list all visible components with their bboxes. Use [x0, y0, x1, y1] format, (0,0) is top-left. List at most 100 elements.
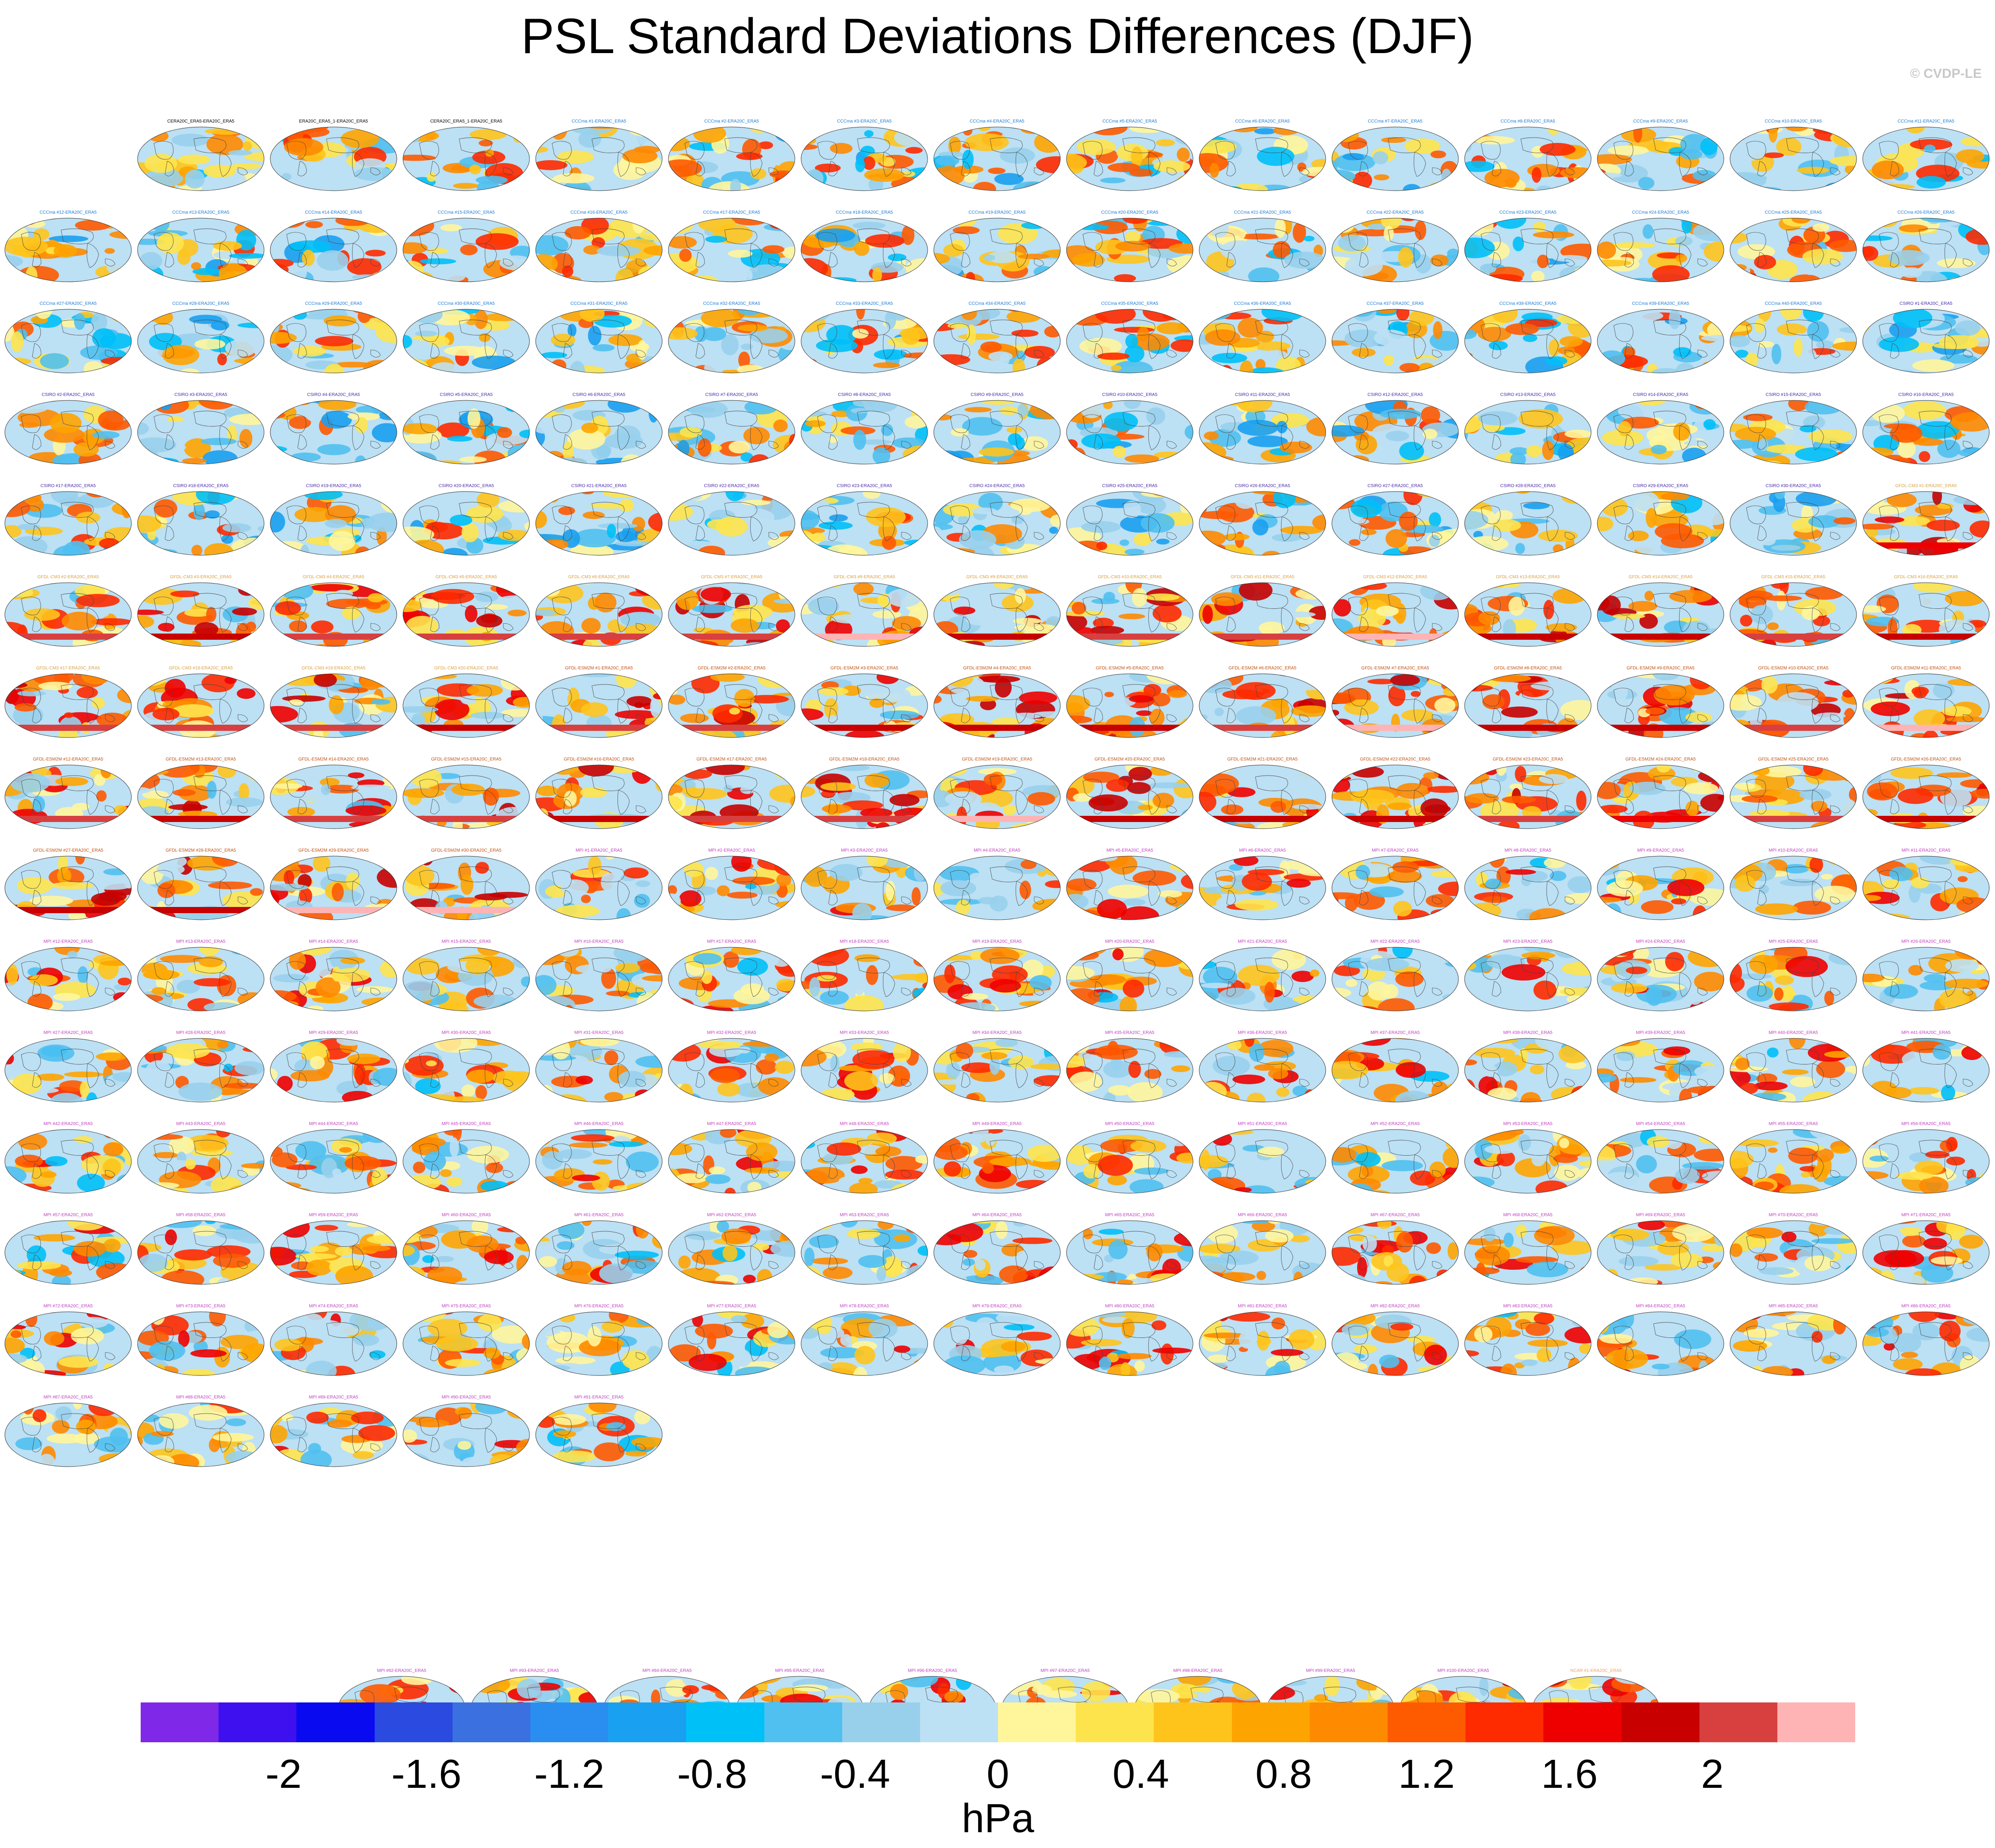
map-panel-title: GFDL-ESM2M #5-ERA20C_ERA5	[1096, 666, 1164, 671]
map-globe	[1597, 856, 1724, 920]
map-globe	[137, 947, 265, 1011]
map-panel: GFDL-ESM2M #22-ERA20C_ERA5	[1331, 757, 1460, 845]
map-panel: CCCma #11-ERA20C_ERA5	[1861, 119, 1991, 207]
map-globe	[801, 673, 928, 738]
watermark-text: © CVDP-LE	[1910, 66, 1982, 81]
map-panel: MPI #52-ERA20C_ERA5	[1331, 1121, 1460, 1210]
map-panel-title: CCCma #34-ERA20C_ERA5	[968, 301, 1026, 306]
map-panel-title: CCCma #33-ERA20C_ERA5	[836, 301, 893, 306]
colorbar-box	[998, 1702, 1076, 1742]
map-globe	[1066, 1038, 1193, 1103]
map-panel: MPI #26-ERA20C_ERA5	[1861, 939, 1991, 1027]
map-panel: GFDL-ESM2M #28-ERA20C_ERA5	[136, 848, 265, 936]
map-panel-title: CCCma #30-ERA20C_ERA5	[437, 301, 495, 306]
map-globe	[1464, 1311, 1592, 1376]
map-globe	[1862, 127, 1990, 191]
map-globe	[1331, 765, 1459, 829]
map-panel: CSIRO #25-ERA20C_ERA5	[1065, 483, 1194, 572]
map-panel-title: MPI #56-ERA20C_ERA5	[1901, 1122, 1951, 1126]
map-panel-title: CCCma #6-ERA20C_ERA5	[1235, 119, 1290, 124]
colorbar-box	[1621, 1702, 1700, 1742]
map-panel-title: CSIRO #1-ERA20C_ERA5	[1899, 301, 1953, 306]
map-panel: MPI #10-ERA20C_ERA5	[1729, 848, 1858, 936]
map-panel: MPI #78-ERA20C_ERA5	[800, 1303, 929, 1392]
map-panel: MPI #37-ERA20C_ERA5	[1331, 1030, 1460, 1118]
map-globe	[933, 218, 1061, 282]
map-panel-title: CCCma #19-ERA20C_ERA5	[968, 210, 1026, 215]
map-globe	[1862, 947, 1990, 1011]
map-globe	[535, 947, 663, 1011]
map-panel: MPI #89-ERA20C_ERA5	[269, 1395, 398, 1483]
map-panel-title: CCCma #35-ERA20C_ERA5	[1101, 301, 1159, 306]
map-panel-title: CSIRO #30-ERA20C_ERA5	[1765, 484, 1821, 488]
map-panel: GFDL-ESM2M #1-ERA20C_ERA5	[534, 665, 664, 754]
map-panel-title: CCCma #22-ERA20C_ERA5	[1366, 210, 1424, 215]
map-globe	[1199, 1220, 1326, 1285]
map-globe	[4, 947, 132, 1011]
map-panel: GFDL-ESM2M #8-ERA20C_ERA5	[1463, 665, 1592, 754]
map-panel-title: MPI #10-ERA20C_ERA5	[1769, 848, 1818, 853]
map-globe	[1597, 1311, 1724, 1376]
map-globe	[1199, 856, 1326, 920]
map-panel-title: MPI #88-ERA20C_ERA5	[176, 1395, 226, 1400]
map-panel-title: CSIRO #23-ERA20C_ERA5	[836, 484, 892, 488]
map-panel: GFDL-ESM2M #20-ERA20C_ERA5	[1065, 757, 1194, 845]
map-panel-title: CSIRO #11-ERA20C_ERA5	[1235, 392, 1290, 397]
map-panel: GFDL-ESM2M #25-ERA20C_ERA5	[1729, 757, 1858, 845]
colorbar-box	[1232, 1702, 1310, 1742]
map-panel-title: NCAR #1-ERA20C_ERA5	[1570, 1668, 1622, 1673]
map-panel-title: MPI #97-ERA20C_ERA5	[1040, 1668, 1090, 1673]
map-globe	[801, 765, 928, 829]
map-panel-title: GFDL-ESM2M #13-ERA20C_ERA5	[165, 757, 236, 762]
map-panel-title: MPI #96-ERA20C_ERA5	[908, 1668, 957, 1673]
map-panel-title: MPI #31-ERA20C_ERA5	[574, 1030, 624, 1035]
map-globe	[1199, 218, 1326, 282]
map-panel-title: MPI #98-ERA20C_ERA5	[1173, 1668, 1223, 1673]
map-globe	[1464, 309, 1592, 373]
map-globe	[403, 1402, 530, 1467]
map-panel: GFDL-ESM2M #26-ERA20C_ERA5	[1861, 757, 1991, 845]
map-panel: MPI #14-ERA20C_ERA5	[269, 939, 398, 1027]
map-panel: CCCma #18-ERA20C_ERA5	[800, 210, 929, 298]
map-panel: MPI #75-ERA20C_ERA5	[402, 1303, 531, 1392]
map-globe	[4, 1311, 132, 1376]
map-panel-title: CCCma #26-ERA20C_ERA5	[1897, 210, 1955, 215]
map-panel-title: CSIRO #21-ERA20C_ERA5	[571, 484, 627, 488]
map-panel: MPI #73-ERA20C_ERA5	[136, 1303, 265, 1392]
map-panel: GFDL-ESM2M #29-ERA20C_ERA5	[269, 848, 398, 936]
map-panel: CSIRO #5-ERA20C_ERA5	[402, 392, 531, 480]
map-globe	[270, 947, 397, 1011]
map-panel: MPI #21-ERA20C_ERA5	[1198, 939, 1327, 1027]
map-panel-title: MPI #63-ERA20C_ERA5	[840, 1213, 889, 1218]
map-panel-title: MPI #79-ERA20C_ERA5	[972, 1304, 1022, 1309]
map-panel-title: GFDL-ESM2M #18-ERA20C_ERA5	[829, 757, 900, 762]
map-panel-title: MPI #62-ERA20C_ERA5	[707, 1213, 756, 1218]
map-panel-title: GFDL-ESM2M #8-ERA20C_ERA5	[1494, 666, 1562, 671]
map-panel-title: MPI #41-ERA20C_ERA5	[1901, 1030, 1951, 1035]
map-panel-title: MPI #3-ERA20C_ERA5	[841, 848, 888, 853]
map-globe	[1862, 1220, 1990, 1285]
map-globe	[4, 856, 132, 920]
map-panel-title: MPI #42-ERA20C_ERA5	[43, 1122, 93, 1126]
map-panel-title: GFDL-CM3 #10-ERA20C_ERA5	[1097, 575, 1162, 580]
map-panel: MPI #90-ERA20C_ERA5	[402, 1395, 531, 1483]
map-globe	[535, 1038, 663, 1103]
map-globe	[270, 309, 397, 373]
map-panel-title: CSIRO #6-ERA20C_ERA5	[572, 392, 625, 397]
map-globe	[1199, 582, 1326, 647]
map-panel-title: MPI #7-ERA20C_ERA5	[1372, 848, 1419, 853]
map-globe	[1331, 309, 1459, 373]
map-panel-title: MPI #68-ERA20C_ERA5	[1503, 1213, 1553, 1218]
map-globe	[1331, 1129, 1459, 1194]
map-panel: CSIRO #13-ERA20C_ERA5	[1463, 392, 1592, 480]
map-panel: MPI #77-ERA20C_ERA5	[667, 1303, 796, 1392]
map-panel: MPI #80-ERA20C_ERA5	[1065, 1303, 1194, 1392]
map-panel: GFDL-ESM2M #3-ERA20C_ERA5	[800, 665, 929, 754]
map-panel-title: CCCma #14-ERA20C_ERA5	[305, 210, 362, 215]
map-globe	[933, 1129, 1061, 1194]
map-panel: CCCma #35-ERA20C_ERA5	[1065, 301, 1194, 389]
map-panel: CSIRO #16-ERA20C_ERA5	[1861, 392, 1991, 480]
map-panel: MPI #83-ERA20C_ERA5	[1463, 1303, 1592, 1392]
map-panel-title: MPI #78-ERA20C_ERA5	[840, 1304, 889, 1309]
map-globe	[1331, 127, 1459, 191]
